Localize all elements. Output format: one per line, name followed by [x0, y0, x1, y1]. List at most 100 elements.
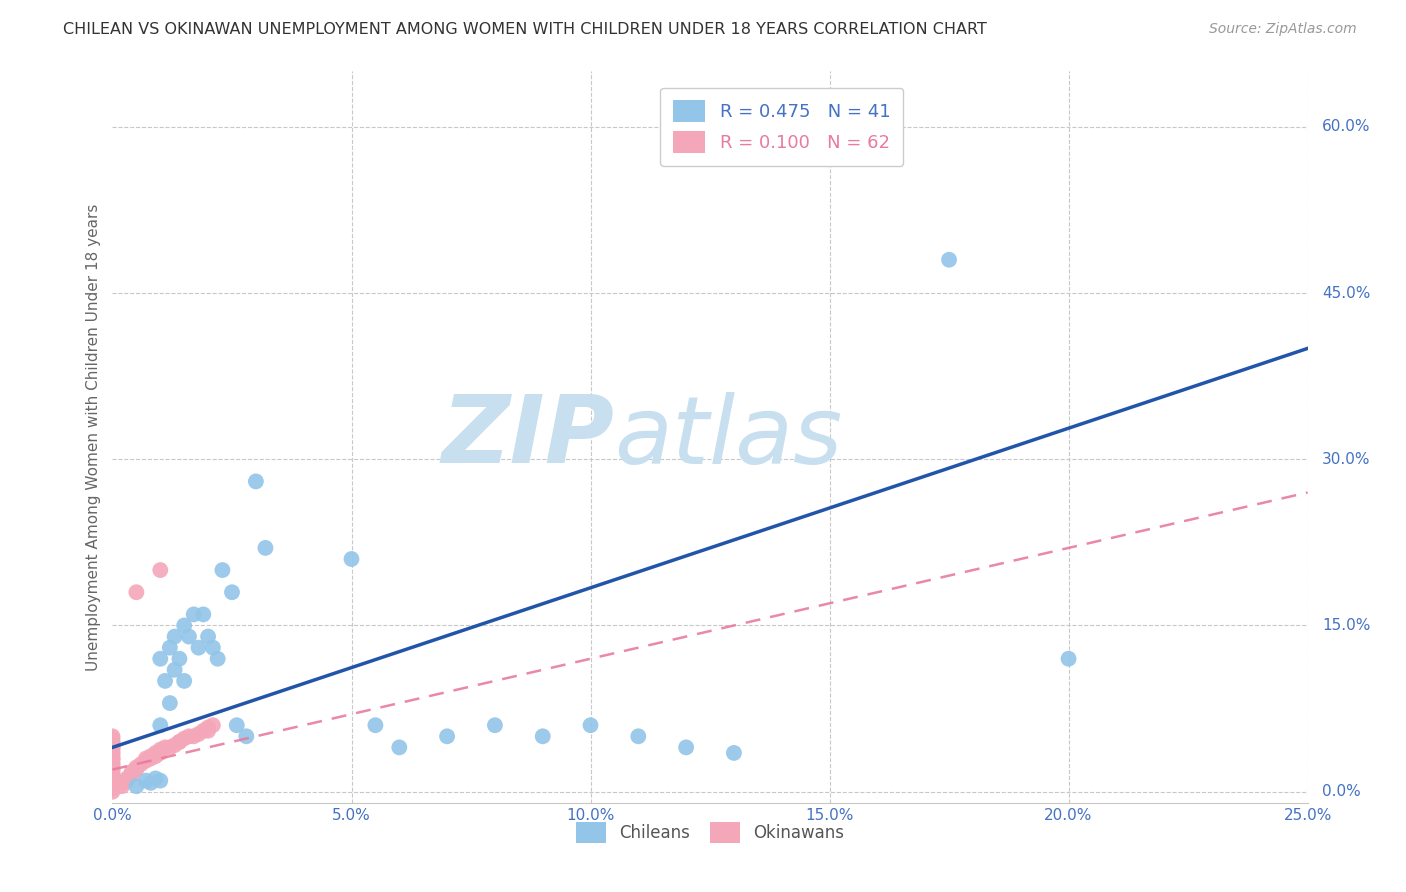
Point [135, 754, 157, 768]
Point [531, 729, 554, 743]
Point [101, 768, 124, 782]
Point [101, 740, 124, 755]
Point [115, 772, 138, 786]
Point [770, 120, 793, 134]
Point [139, 751, 162, 765]
Point [125, 763, 148, 777]
Point [579, 718, 602, 732]
Point [163, 738, 186, 752]
Point [388, 740, 411, 755]
Point [149, 718, 172, 732]
Point [121, 768, 143, 782]
Point [145, 772, 167, 786]
Text: atlas: atlas [614, 392, 842, 483]
Point [163, 663, 186, 677]
Point [153, 740, 176, 755]
Point [193, 723, 215, 738]
Point [101, 776, 124, 790]
Point [149, 773, 172, 788]
Point [101, 757, 124, 772]
Point [201, 718, 224, 732]
Point [101, 781, 124, 796]
Point [169, 735, 191, 749]
Point [101, 773, 124, 788]
Text: CHILEAN VS OKINAWAN UNEMPLOYMENT AMONG WOMEN WITH CHILDREN UNDER 18 YEARS CORREL: CHILEAN VS OKINAWAN UNEMPLOYMENT AMONG W… [63, 22, 987, 37]
Point [225, 718, 247, 732]
Point [675, 740, 697, 755]
Legend: Chileans, Okinawans: Chileans, Okinawans [569, 815, 851, 849]
Point [125, 779, 148, 793]
Point [101, 749, 124, 764]
Point [129, 757, 152, 772]
Point [101, 735, 124, 749]
Point [139, 776, 162, 790]
Point [173, 618, 195, 632]
Point [101, 735, 124, 749]
Point [149, 742, 172, 756]
Point [101, 763, 124, 777]
Point [153, 673, 176, 688]
Text: ZIP: ZIP [441, 391, 614, 483]
Point [169, 651, 191, 665]
Point [125, 760, 148, 774]
Point [221, 585, 243, 599]
Point [484, 718, 506, 732]
Point [159, 640, 181, 655]
Point [101, 738, 124, 752]
Point [111, 779, 134, 793]
Text: 15.0%: 15.0% [1322, 618, 1371, 633]
Point [159, 696, 181, 710]
Point [207, 651, 229, 665]
Point [183, 607, 205, 622]
Point [340, 552, 363, 566]
Point [101, 731, 124, 746]
Text: 0.0%: 0.0% [1322, 784, 1361, 799]
Text: 45.0%: 45.0% [1322, 285, 1371, 301]
Point [187, 640, 209, 655]
Point [101, 742, 124, 756]
Point [101, 777, 124, 791]
Point [101, 779, 124, 793]
Point [193, 607, 215, 622]
Y-axis label: Unemployment Among Women with Children Under 18 years: Unemployment Among Women with Children U… [86, 203, 101, 671]
Point [235, 729, 257, 743]
Point [101, 768, 124, 782]
Point [163, 630, 186, 644]
Point [187, 727, 209, 741]
Text: 30.0%: 30.0% [1322, 451, 1371, 467]
Point [101, 740, 124, 755]
Point [177, 630, 200, 644]
Point [101, 772, 124, 786]
Point [145, 749, 167, 764]
Point [723, 746, 745, 760]
Point [149, 651, 172, 665]
Point [201, 640, 224, 655]
Point [101, 746, 124, 760]
Point [101, 763, 124, 777]
Point [101, 757, 124, 772]
Point [101, 751, 124, 765]
Point [245, 475, 267, 489]
Point [183, 729, 205, 743]
Point [169, 735, 191, 749]
Text: Source: ZipAtlas.com: Source: ZipAtlas.com [1209, 22, 1357, 37]
Point [101, 785, 124, 799]
Text: 60.0%: 60.0% [1322, 120, 1371, 135]
Point [173, 731, 195, 746]
Point [135, 773, 157, 788]
Point [197, 630, 219, 644]
Point [159, 740, 181, 755]
Point [364, 718, 387, 732]
Point [938, 252, 960, 267]
Point [135, 751, 157, 765]
Point [101, 764, 124, 779]
Point [101, 773, 124, 788]
Point [125, 585, 148, 599]
Point [115, 773, 138, 788]
Point [145, 746, 167, 760]
Point [436, 729, 458, 743]
Point [101, 760, 124, 774]
Point [197, 721, 219, 735]
Point [101, 751, 124, 765]
Point [197, 723, 219, 738]
